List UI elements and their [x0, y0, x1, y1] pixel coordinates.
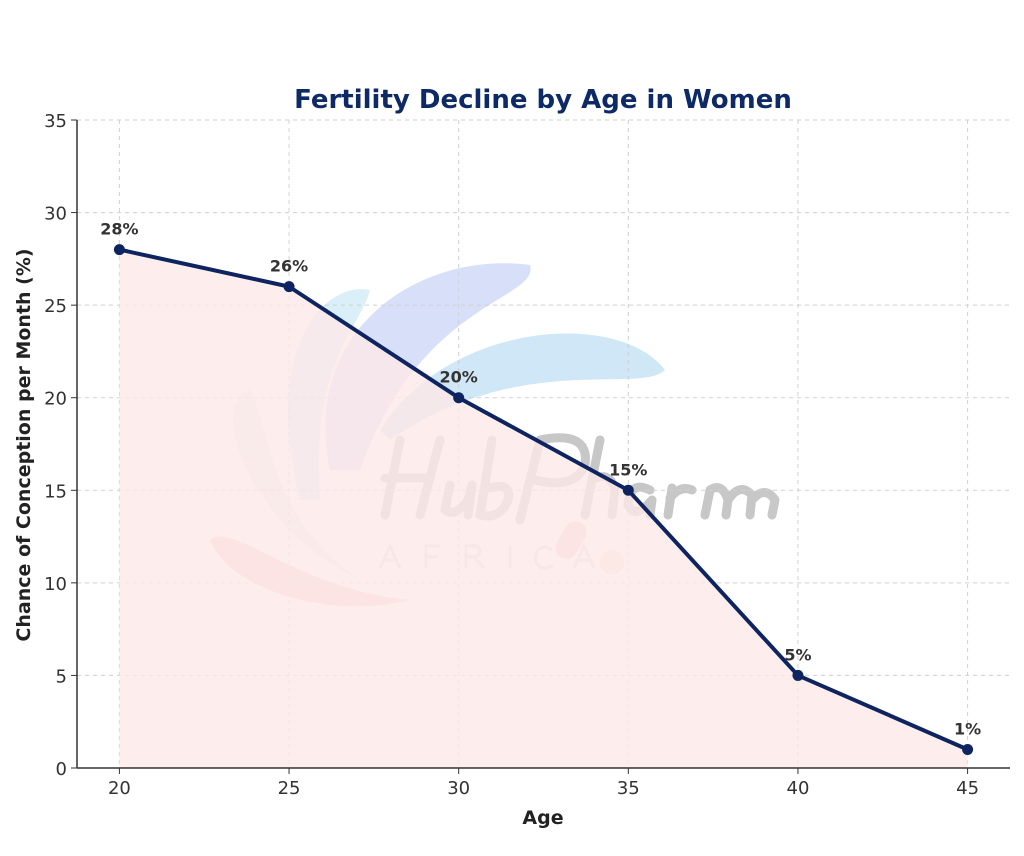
x-axis-label: Age: [522, 807, 563, 829]
data-point: [453, 392, 465, 404]
data-label: 15%: [609, 460, 647, 479]
series-line: [118, 247, 969, 752]
x-tick-label: 45: [956, 778, 979, 799]
x-tick-label: 25: [278, 778, 301, 799]
data-point: [283, 281, 295, 293]
data-point: [962, 743, 974, 755]
y-tick-label: 15: [44, 481, 67, 502]
area-fill: [119, 249, 968, 769]
y-tick-label: 0: [56, 759, 67, 780]
y-axis-label: Chance of Conception per Month (%): [13, 248, 35, 641]
x-tick-label: 20: [108, 778, 131, 799]
data-point: [622, 484, 634, 496]
data-point: [113, 244, 125, 256]
x-tick-label: 40: [787, 778, 810, 799]
data-label: 26%: [270, 257, 308, 276]
watermark-swoosh-sky: [380, 333, 665, 440]
y-tick-label: 30: [44, 204, 67, 225]
y-tick-label: 10: [44, 574, 67, 595]
data-point: [792, 669, 804, 681]
y-tick-label: 35: [44, 111, 67, 132]
x-tick-label: 35: [617, 778, 640, 799]
data-label: 20%: [440, 368, 478, 387]
y-tick-label: 25: [44, 296, 67, 317]
x-tick-label: 30: [447, 778, 470, 799]
data-label: 1%: [954, 719, 981, 738]
y-tick-label: 20: [44, 389, 67, 410]
y-tick-label: 5: [56, 666, 67, 687]
data-label: 5%: [784, 645, 811, 664]
chart-title: Fertility Decline by Age in Women: [294, 85, 792, 115]
data-label: 28%: [100, 220, 138, 239]
